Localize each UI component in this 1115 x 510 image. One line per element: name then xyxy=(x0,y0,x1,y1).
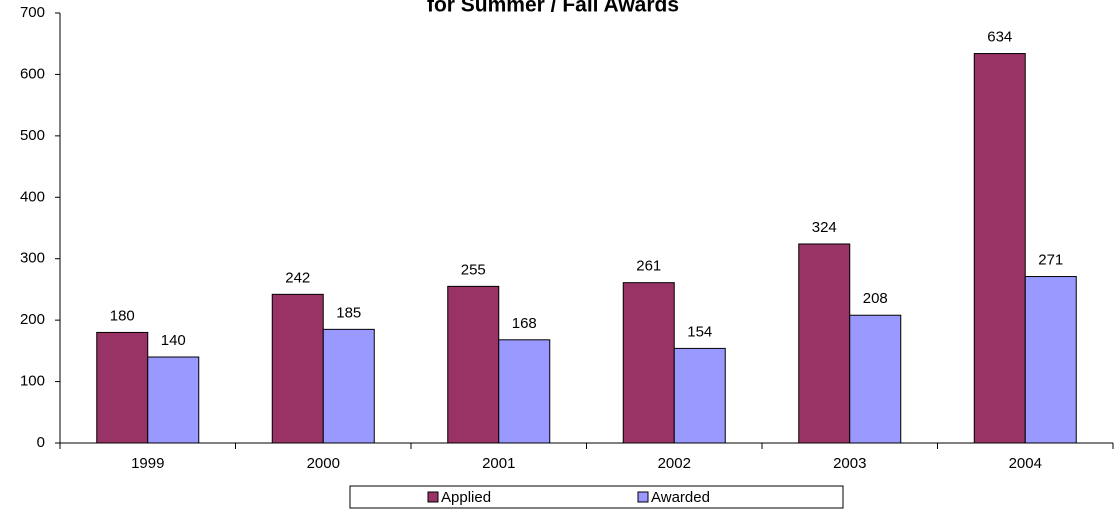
value-label: 185 xyxy=(336,304,361,321)
legend-label: Applied xyxy=(441,489,491,506)
bar xyxy=(498,339,551,444)
y-tick-label: 100 xyxy=(20,373,45,390)
value-label: 154 xyxy=(687,323,712,340)
bar xyxy=(798,243,851,444)
bar xyxy=(673,347,726,444)
y-tick-label: 200 xyxy=(20,311,45,328)
bar xyxy=(96,331,149,444)
value-label: 324 xyxy=(812,219,837,236)
bar xyxy=(849,314,902,444)
bar xyxy=(322,328,375,444)
legend-swatch xyxy=(637,491,649,503)
x-tick-label: 2002 xyxy=(658,455,691,472)
y-tick-label: 700 xyxy=(20,4,45,21)
value-label: 208 xyxy=(863,290,888,307)
value-label: 180 xyxy=(110,307,135,324)
legend-box xyxy=(349,485,844,509)
y-tick-label: 300 xyxy=(20,250,45,267)
value-label: 168 xyxy=(512,315,537,332)
x-tick-label: 2003 xyxy=(833,455,866,472)
value-label: 634 xyxy=(987,29,1012,46)
legend-label: Awarded xyxy=(651,489,710,506)
legend-swatch xyxy=(427,491,439,503)
y-tick-label: 400 xyxy=(20,188,45,205)
value-label: 242 xyxy=(285,269,310,286)
value-label: 261 xyxy=(636,258,661,275)
x-tick-label: 2004 xyxy=(1009,455,1042,472)
value-label: 140 xyxy=(161,332,186,349)
bar xyxy=(622,282,675,444)
bar xyxy=(271,293,324,444)
x-tick-label: 2000 xyxy=(307,455,340,472)
y-tick-label: 0 xyxy=(37,434,45,451)
bar xyxy=(1024,276,1077,444)
bar xyxy=(973,53,1026,444)
value-label: 271 xyxy=(1038,251,1063,268)
y-tick-label: 500 xyxy=(20,127,45,144)
bar xyxy=(147,356,200,444)
bar xyxy=(447,285,500,444)
chart-title: for Summer / Fall Awards xyxy=(427,0,679,17)
x-tick-label: 1999 xyxy=(131,455,164,472)
value-label: 255 xyxy=(461,261,486,278)
x-tick-label: 2001 xyxy=(482,455,515,472)
y-tick-label: 600 xyxy=(20,65,45,82)
